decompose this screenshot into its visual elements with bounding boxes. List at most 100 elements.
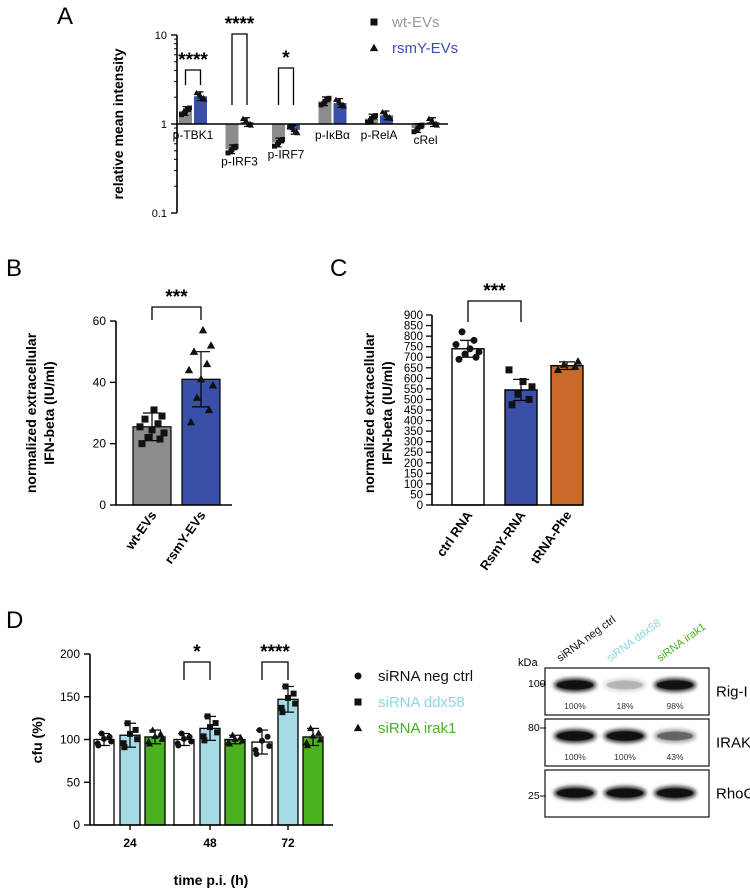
a-data-point xyxy=(337,99,343,106)
a-sig-bracket-irf7-label: * xyxy=(282,48,290,69)
a-data-point xyxy=(333,96,339,102)
d-x-tick-label: 24 xyxy=(123,836,137,850)
blot-band xyxy=(654,729,696,743)
a-category-label: p-IRF7 xyxy=(268,147,305,161)
c-sig-bracket: *** xyxy=(467,281,522,322)
c-y-tick-label: 350 xyxy=(404,426,423,438)
a-y-axis-label: relative mean intensity xyxy=(110,48,126,199)
a-data-point xyxy=(276,139,281,145)
a-category-label: p-RelA xyxy=(361,128,398,142)
blot-band xyxy=(604,678,646,692)
blot-band-core xyxy=(557,788,593,798)
d-sig-bracket-72h: **** xyxy=(260,642,290,680)
d-bar-siRNA neg ctrl xyxy=(173,738,195,826)
d-y-tick-label: 200 xyxy=(60,647,80,661)
blot-protein-label: Rig-I xyxy=(716,684,748,701)
c-y-tick-label: 100 xyxy=(404,479,423,491)
c-y-tick-label: 450 xyxy=(404,405,423,417)
c-y-tick-label: 250 xyxy=(404,447,423,459)
d-data-point xyxy=(292,700,299,707)
b-data-point xyxy=(138,440,146,448)
a-category-label: p-TBK1 xyxy=(173,128,214,142)
b-data-point xyxy=(184,365,194,374)
a-data-point xyxy=(415,125,421,131)
a-data-point xyxy=(326,95,332,101)
blot-band-core xyxy=(607,788,643,798)
blot-lane-label: siRNA irak1 xyxy=(655,621,709,664)
d-data-point xyxy=(214,729,221,736)
chart-a: p-TBK1 p-IRF3 p-IRF7 p-IκBα p-RelA cRel 0.1 1 1… xyxy=(110,14,458,220)
b-y-tick-label: 60 xyxy=(93,314,107,328)
c-data-point xyxy=(472,353,480,361)
c-y-tick-label: 300 xyxy=(404,437,423,449)
c-data-point xyxy=(466,345,474,353)
blot-row-Rig-I: 100% 18% 98% 100 Rig-I xyxy=(528,667,748,716)
d-data-point xyxy=(266,743,273,750)
a-data-point xyxy=(379,108,386,115)
c-x-tick-label: ctrl RNA xyxy=(433,508,475,560)
a-y-tick-label: 1 xyxy=(161,119,167,131)
b-data-point xyxy=(204,405,214,414)
b-data-point xyxy=(186,417,196,426)
a-category-label: p-IκBα xyxy=(315,128,350,142)
b-data-point xyxy=(156,435,164,443)
d-data-point xyxy=(186,733,193,740)
b-data-point xyxy=(202,359,212,368)
blot-protein-label: IRAK1 xyxy=(716,735,750,752)
b-data-point xyxy=(158,412,166,420)
a-data-point xyxy=(193,89,200,96)
d-data-point xyxy=(231,735,239,742)
blot-band-core xyxy=(657,731,693,741)
d-sig-bracket-72h-label: **** xyxy=(260,642,290,663)
d-data-point xyxy=(290,690,297,697)
d-sig-bracket-72h-line xyxy=(261,661,289,680)
d-y-tick-label: 50 xyxy=(67,775,81,789)
a-data-point xyxy=(373,113,378,119)
d-data-point xyxy=(101,735,107,742)
d-legend-marker xyxy=(353,723,363,732)
b-data-point xyxy=(141,415,149,423)
a-data-point xyxy=(322,98,328,104)
panel-label-d: D xyxy=(6,607,23,634)
d-data-point xyxy=(181,735,187,742)
a-sig-bracket-irf3: **** xyxy=(225,14,255,105)
d-legend-marker xyxy=(354,698,362,706)
d-sig-bracket-48h: * xyxy=(183,642,211,680)
blot-band-core xyxy=(607,680,643,690)
d-data-point xyxy=(279,709,286,716)
b-y-tick-label: 20 xyxy=(93,437,107,451)
c-y-tick-label: 700 xyxy=(404,352,423,364)
c-bar-ctrl RNA xyxy=(451,348,485,506)
a-data-point xyxy=(430,119,436,125)
d-sig-bracket-48h-label: * xyxy=(193,642,201,663)
a-data-point xyxy=(244,119,250,125)
c-y-tick-label: 500 xyxy=(404,394,423,406)
d-data-point xyxy=(316,736,324,743)
d-data-point xyxy=(134,736,141,743)
panel-label-b: B xyxy=(6,255,22,282)
c-data-point xyxy=(519,378,527,385)
a-data-point xyxy=(179,112,184,118)
blot-row-RhoGDI: 25 RhoGDI xyxy=(528,769,750,818)
a-data-point xyxy=(272,143,277,149)
c-data-point xyxy=(573,357,583,365)
a-legend-marker xyxy=(370,18,378,26)
d-bar-siRNA irak1 xyxy=(144,736,166,826)
d-bar-siRNA irak1 xyxy=(224,738,246,826)
d-sig-bracket-48h-line xyxy=(183,661,211,680)
a-data-point xyxy=(183,108,188,114)
a-data-point xyxy=(197,93,204,99)
d-x-axis-label: time p.i. (h) xyxy=(174,872,249,888)
c-data-point xyxy=(505,366,513,374)
a-y-tick-label: 0.1 xyxy=(152,208,167,220)
c-data-point xyxy=(475,348,483,356)
c-data-point xyxy=(570,362,580,370)
c-y-tick-label: 200 xyxy=(404,458,423,470)
a-data-point xyxy=(280,137,285,143)
c-y-axis-label-line2: IFN-beta (IU/ml) xyxy=(379,361,395,464)
chart-b: wt-EVs rsmY-EVs 0 20 40 60 normalized extrac… xyxy=(23,287,232,566)
b-y-tick-label: 40 xyxy=(93,375,107,389)
c-y-tick-label: 750 xyxy=(404,342,423,354)
